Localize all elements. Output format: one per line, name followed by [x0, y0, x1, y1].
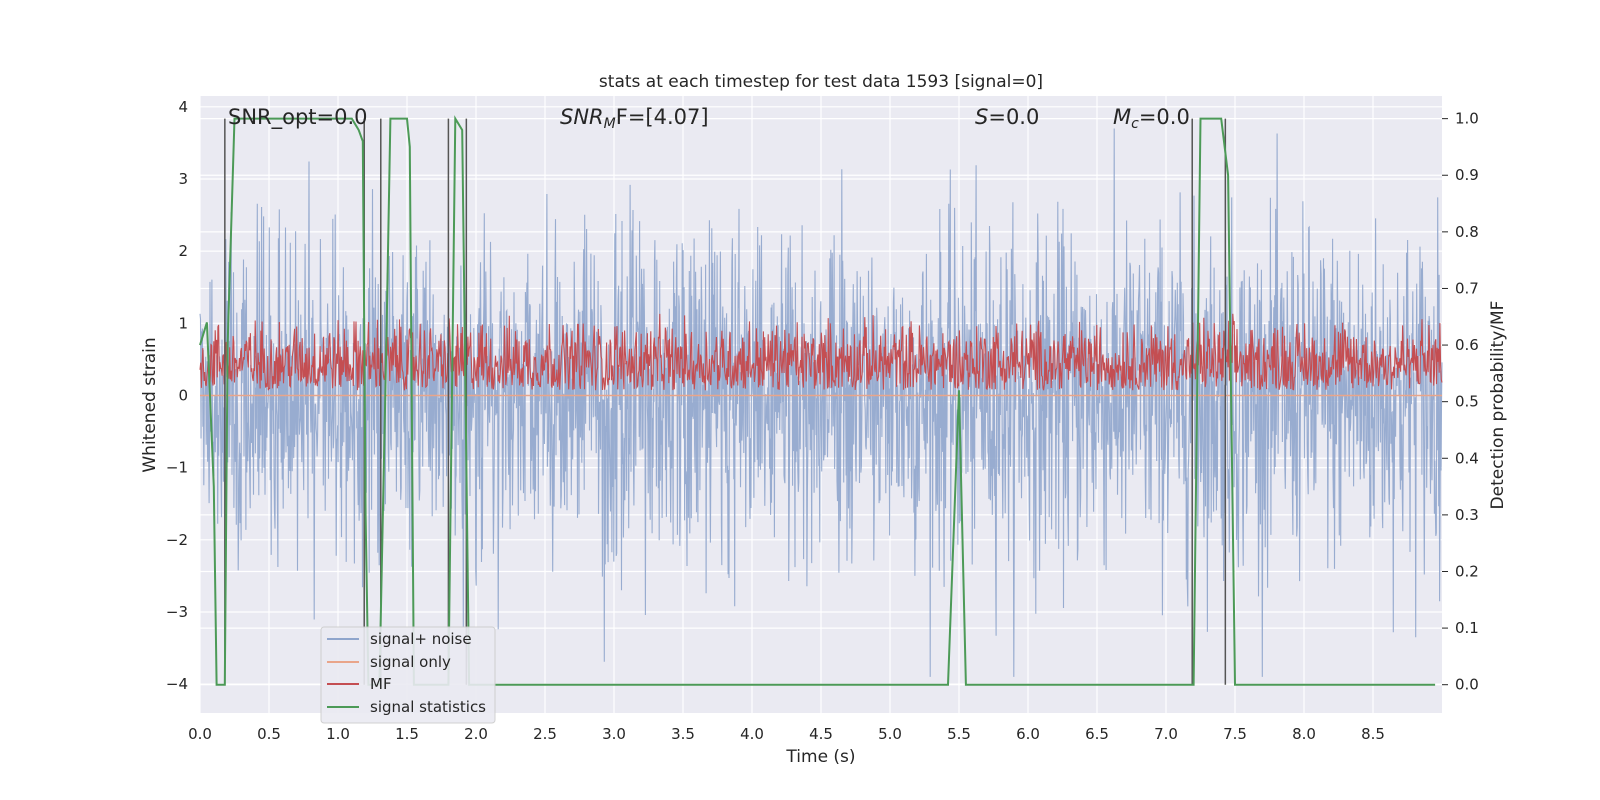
x-tick-label: 0.0: [188, 725, 212, 743]
x-axis-title: Time (s): [785, 747, 855, 767]
y2-tick-label: 0.8: [1455, 223, 1479, 241]
y-tick-label: 4: [178, 98, 188, 116]
legend-label: signal only: [370, 653, 451, 671]
legend-label: signal+ noise: [370, 630, 472, 648]
x-tick-label: 6.0: [1016, 725, 1040, 743]
y-tick-labels: 4 3 2 1 0 −1 −2 −3 −4: [166, 98, 188, 693]
x-tick-label: 7.5: [1223, 725, 1247, 743]
y2-tick-label: 0.5: [1455, 393, 1479, 411]
x-tick-label: 3.5: [671, 725, 695, 743]
signal-statistics-line: [199, 115, 1436, 686]
annotation-mc: Mc=0.0: [1113, 105, 1190, 132]
y2-axis-title: Detection probability/MF: [1488, 301, 1508, 510]
series-signal-statistics: [199, 115, 1436, 686]
chart-title: stats at each timestep for test data 159…: [599, 72, 1043, 92]
y-tick-label: −4: [166, 675, 188, 693]
y2-tick-label: 0.2: [1455, 562, 1479, 580]
legend-box: [320, 626, 496, 724]
y2-tick-label: 0.9: [1455, 166, 1479, 184]
y2-tick-labels: 1.0 0.9 0.8 0.7 0.6 0.5 0.4 0.3 0.2 0.1 0.0: [1442, 110, 1479, 694]
x-tick-label: 0.5: [257, 725, 281, 743]
y2-tick-label: 0.6: [1455, 336, 1479, 354]
y2-tick-label: 0.0: [1455, 676, 1479, 694]
y2-tick-label: 0.7: [1455, 279, 1479, 297]
x-tick-label: 8.5: [1361, 725, 1385, 743]
y-axis-title: Whitened strain: [140, 337, 160, 472]
legend-label: MF: [370, 675, 392, 693]
annotation-snr-mf: SNRMF=[4.07]: [560, 105, 709, 132]
y-tick-label: 0: [178, 386, 188, 404]
legend-item-mf: MF: [327, 675, 392, 693]
annotation-snr-opt: SNR_opt=0.0: [228, 105, 368, 130]
y2-tick-label: 0.3: [1455, 506, 1479, 524]
series-mf: [199, 313, 1443, 391]
x-tick-label: 8.0: [1292, 725, 1316, 743]
x-tick-label: 6.5: [1085, 725, 1109, 743]
legend: signal+ noise signal only MF signal stat…: [320, 626, 496, 724]
legend-item-signal-statistics: signal statistics: [327, 698, 486, 716]
x-tick-label: 5.5: [947, 725, 971, 743]
y-tick-label: −3: [166, 603, 188, 621]
x-tick-label: 1.5: [395, 725, 419, 743]
x-tick-label: 4.5: [809, 725, 833, 743]
legend-item-signal-noise: signal+ noise: [327, 630, 472, 648]
x-tick-label: 2.0: [464, 725, 488, 743]
y2-tick-label: 0.4: [1455, 449, 1479, 467]
y-tick-label: −2: [166, 531, 188, 549]
x-tick-label: 7.0: [1154, 725, 1178, 743]
annotation-s: S=0.0: [975, 105, 1039, 129]
x-tick-label: 4.0: [740, 725, 764, 743]
y-tick-label: 1: [178, 314, 188, 332]
legend-item-signal-only: signal only: [327, 653, 451, 671]
x-tick-label: 2.5: [533, 725, 557, 743]
x-tick-labels: 0.0 0.5 1.0 1.5 2.0 2.5 3.0 3.5 4.0 4.5 5.0 5.5 6.0 6…: [188, 725, 1385, 743]
y2-tick-label: 0.1: [1455, 619, 1479, 637]
x-tick-label: 1.0: [326, 725, 350, 743]
legend-label: signal statistics: [370, 698, 486, 716]
y-tick-label: −1: [166, 459, 188, 477]
y2-tick-label: 1.0: [1455, 110, 1479, 128]
mf-line: [199, 313, 1443, 391]
y-tick-label: 2: [178, 242, 188, 260]
x-tick-label: 5.0: [878, 725, 902, 743]
y-tick-label: 3: [178, 170, 188, 188]
x-tick-label: 3.0: [602, 725, 626, 743]
